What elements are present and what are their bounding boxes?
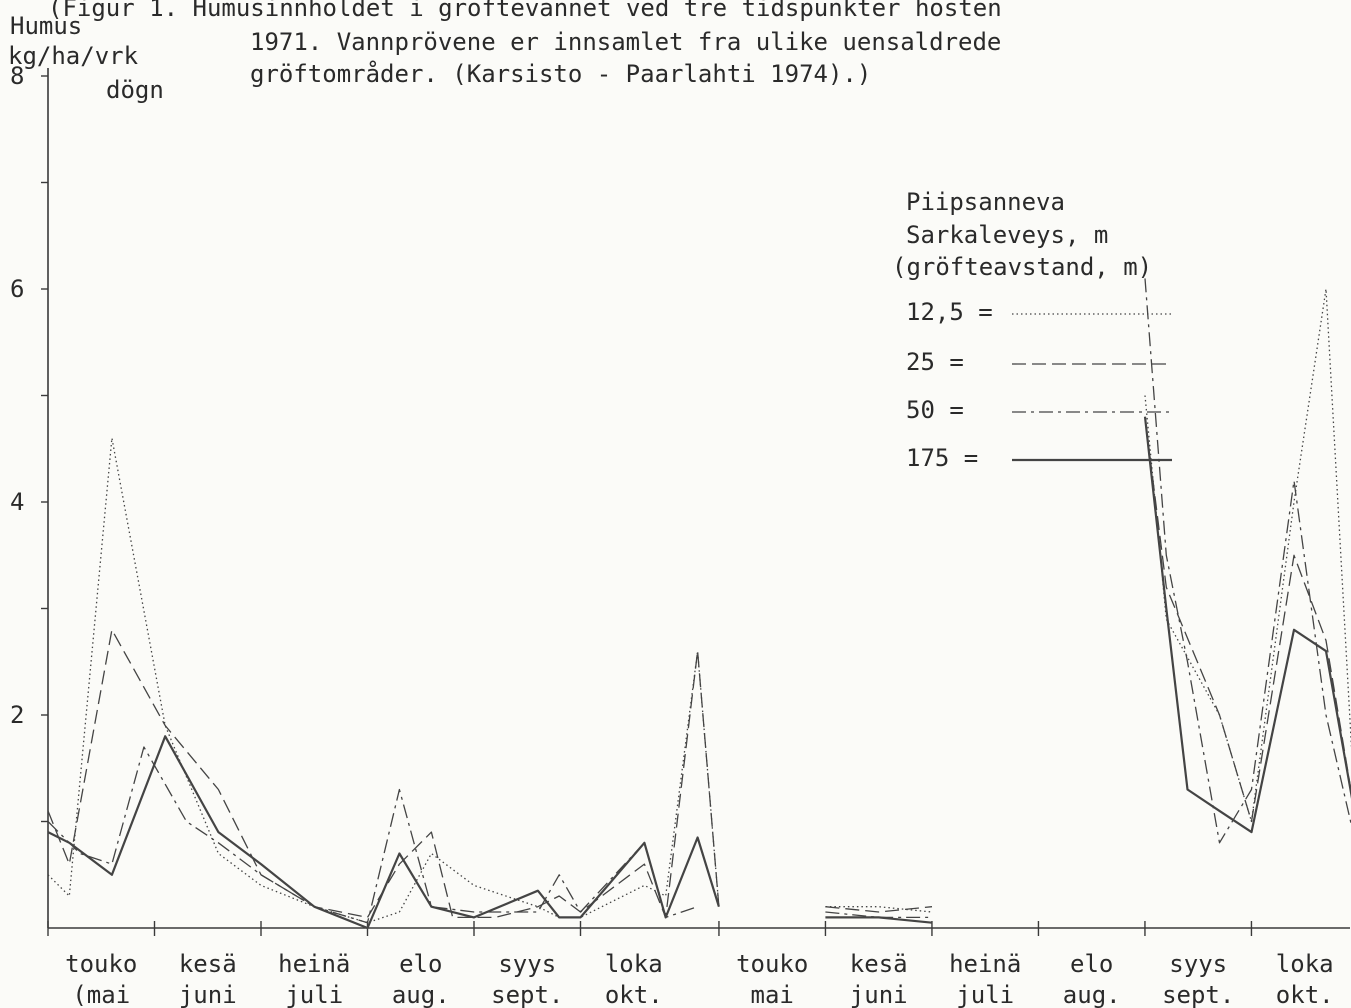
x-tick-label-month: heinä xyxy=(278,950,350,978)
y-label-line-2: kg/ha/vrk xyxy=(8,42,139,70)
x-tick-label-month: elo xyxy=(399,950,442,978)
series-line-segment xyxy=(825,906,933,913)
x-tick-label-month-no: okt. xyxy=(1276,981,1334,1008)
series-175 xyxy=(47,416,1351,930)
series-50 xyxy=(47,278,1351,924)
chart-title: (Figur 1. Humusinnholdet i gröftevannet … xyxy=(48,0,1002,88)
x-tick-label-month: heinä xyxy=(949,950,1021,978)
y-axis-label: Humus kg/ha/vrk dögn xyxy=(8,12,164,104)
x-tick-label-month: syys xyxy=(1169,950,1227,978)
series-lines xyxy=(47,278,1351,930)
series-line-segment xyxy=(47,746,698,924)
y-tick-label: 2 xyxy=(10,701,24,729)
x-tick-label-month-no: okt. xyxy=(605,981,663,1008)
x-tick-label-month-no: (mai xyxy=(72,981,130,1008)
legend-label: 175 = xyxy=(906,444,978,472)
legend-title-1: Piipsanneva xyxy=(906,188,1065,216)
y-tick-label: 6 xyxy=(10,275,24,303)
x-tick-label-month-no: juni xyxy=(179,981,237,1008)
legend-label: 50 = xyxy=(906,396,964,424)
title-line-2: 1971. Vannprövene er innsamlet fra ulike… xyxy=(250,28,1001,56)
x-tick-label-month-no: sept. xyxy=(1162,981,1234,1008)
x-tick-label-month: loka xyxy=(605,950,663,978)
series-line-segment xyxy=(825,911,932,919)
x-tick-label-month: touko xyxy=(65,950,137,978)
axes xyxy=(47,68,1350,929)
series-line-segment xyxy=(1144,416,1351,823)
x-axis-ticks: touko (mai kesä juni heinä juli elo aug. syys sep… xyxy=(47,921,1334,1008)
x-tick-label-month: syys xyxy=(498,950,556,978)
series-25 xyxy=(47,416,1351,919)
x-tick-label-month-no: aug. xyxy=(392,981,450,1008)
x-tick-label-month: touko xyxy=(736,950,808,978)
series-line-segment xyxy=(825,906,933,913)
legend-title-3: (gröfteavstand, m) xyxy=(892,253,1152,281)
series-line-segment xyxy=(47,437,720,924)
x-tick-label-month-no: sept. xyxy=(491,981,563,1008)
series-12-5 xyxy=(47,288,1351,924)
y-axis-ticks: 2 4 6 8 xyxy=(10,62,48,823)
x-tick-label-month: loka xyxy=(1276,950,1334,978)
legend-title-2: Sarkaleveys, m xyxy=(906,221,1108,249)
x-tick-label-month: elo xyxy=(1070,950,1113,978)
x-tick-label-month: kesä xyxy=(179,950,237,978)
series-line-segment xyxy=(1143,416,1351,834)
y-tick-label: 8 xyxy=(10,62,24,90)
title-line-1: (Figur 1. Humusinnholdet i gröftevannet … xyxy=(48,0,1002,22)
series-line-segment xyxy=(1144,288,1351,823)
y-label-line-1: Humus xyxy=(10,12,82,40)
x-tick-label-month-no: juli xyxy=(956,981,1014,1008)
legend-label: 12,5 = xyxy=(906,298,993,326)
x-tick-label-month-no: aug. xyxy=(1063,981,1121,1008)
series-line-segment xyxy=(47,735,720,930)
x-tick-label-month-no: juni xyxy=(850,981,908,1008)
y-tick-label: 4 xyxy=(10,488,24,516)
x-tick-label-month-no: juli xyxy=(285,981,343,1008)
series-line-segment xyxy=(1144,278,1351,844)
legend-label: 25 = xyxy=(906,348,964,376)
x-tick-label-month-no: mai xyxy=(751,981,794,1008)
y-label-line-3: dögn xyxy=(106,76,164,104)
series-line-segment xyxy=(825,916,933,924)
title-line-3: gröftområder. (Karsisto - Paarlahti 1974… xyxy=(250,59,871,88)
series-line-segment xyxy=(47,629,720,919)
x-tick-label-month: kesä xyxy=(850,950,908,978)
legend: Piipsanneva Sarkaleveys, m (gröfteavstan… xyxy=(892,188,1172,472)
